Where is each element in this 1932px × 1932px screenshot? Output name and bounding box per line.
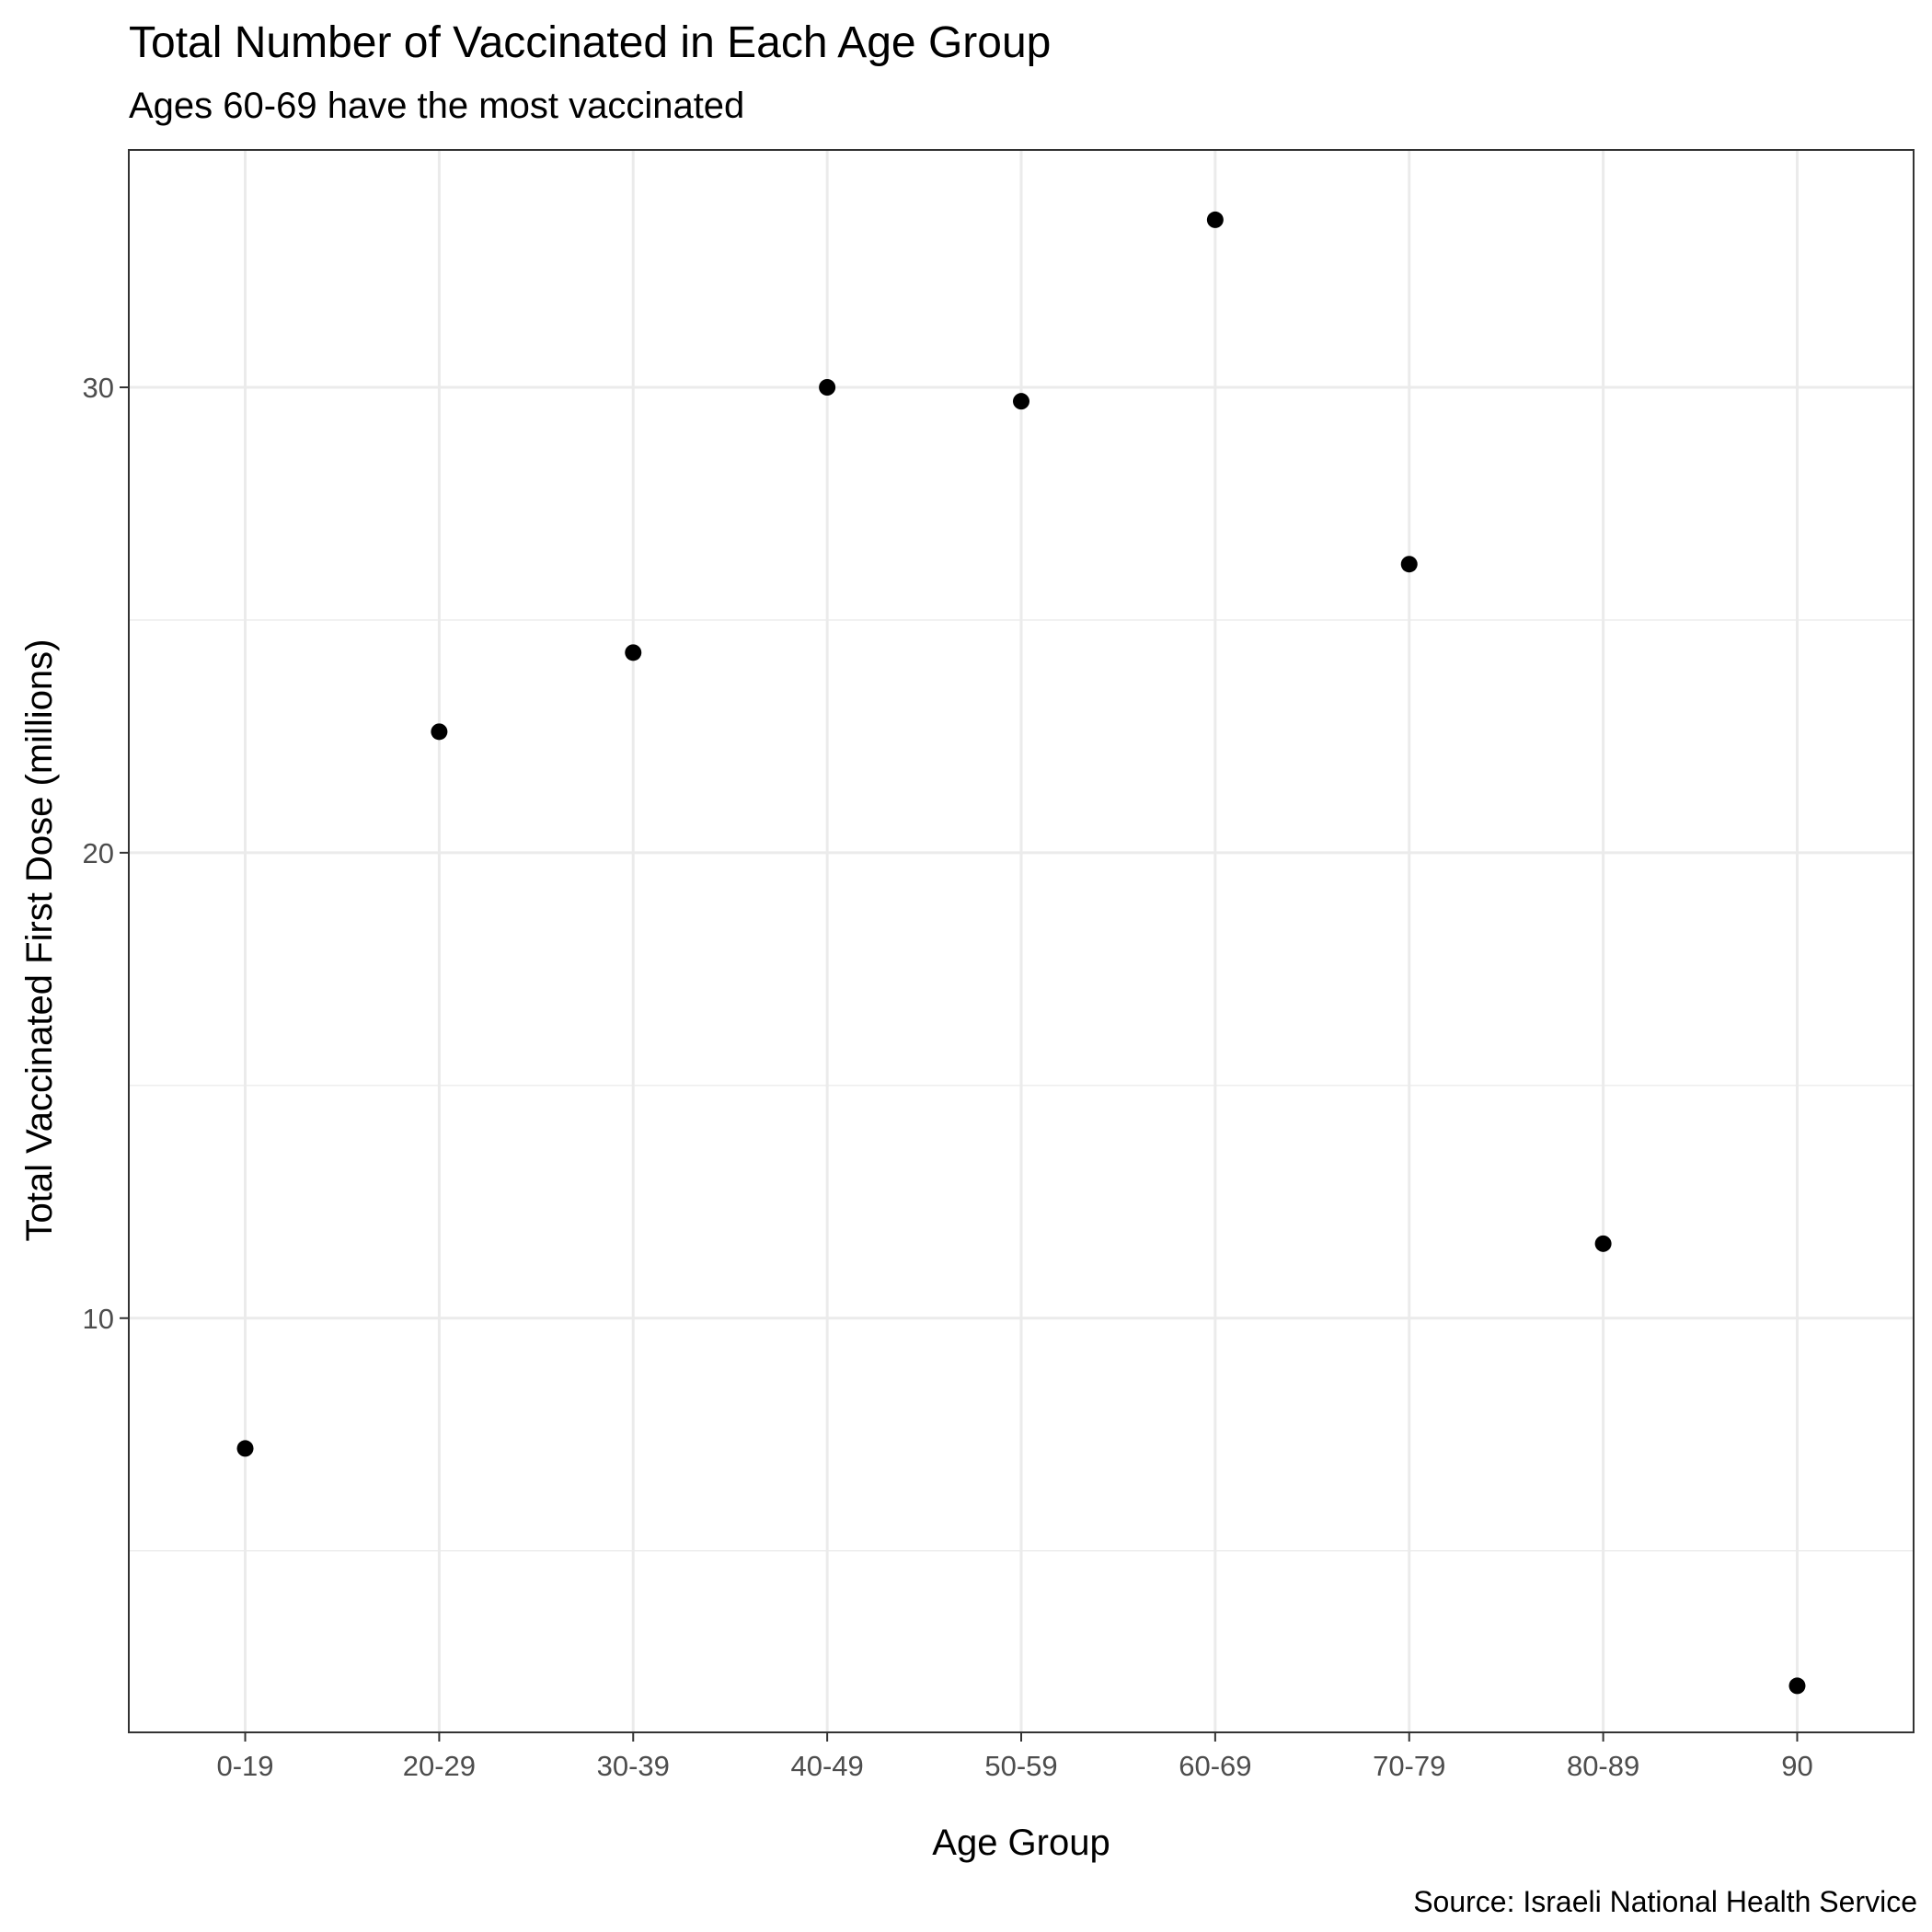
data-point bbox=[1013, 393, 1029, 410]
y-tick-label: 20 bbox=[83, 837, 114, 869]
y-axis-title: Total Vaccinated First Dose (millions) bbox=[19, 638, 60, 1241]
data-point bbox=[1206, 211, 1224, 228]
y-tick-label: 10 bbox=[83, 1303, 114, 1335]
data-point bbox=[236, 1440, 254, 1457]
data-point bbox=[1400, 556, 1418, 573]
y-tick-label: 30 bbox=[83, 372, 114, 404]
chart-subtitle: Ages 60-69 have the most vaccinated bbox=[129, 86, 744, 126]
data-point bbox=[431, 723, 448, 741]
x-tick-label: 0-19 bbox=[216, 1750, 273, 1782]
tick-labels: 10 20 30 0-19 20-29 30-39 40-49 50-59 60-69 70-79… bbox=[83, 372, 1813, 1782]
x-axis-title: Age Group bbox=[932, 1823, 1110, 1863]
data-point bbox=[819, 379, 836, 396]
x-tick-label: 20-29 bbox=[403, 1750, 476, 1782]
x-tick-label: 80-89 bbox=[1567, 1750, 1639, 1782]
x-tick-label: 40-49 bbox=[790, 1750, 863, 1782]
chart-caption: Source: Israeli National Health Service bbox=[1413, 1885, 1917, 1918]
x-tick-label: 60-69 bbox=[1179, 1750, 1251, 1782]
grid-lines bbox=[129, 150, 1914, 1732]
x-tick-label: 70-79 bbox=[1373, 1750, 1445, 1782]
x-tick-label: 50-59 bbox=[984, 1750, 1057, 1782]
data-points bbox=[236, 211, 1806, 1695]
data-point bbox=[1788, 1677, 1806, 1695]
x-tick-label: 90 bbox=[1781, 1750, 1812, 1782]
axis-ticks bbox=[120, 386, 1799, 1742]
data-point bbox=[1594, 1235, 1612, 1252]
chart-title: Total Number of Vaccinated in Each Age G… bbox=[129, 18, 1051, 67]
x-tick-label: 30-39 bbox=[597, 1750, 670, 1782]
data-point bbox=[625, 644, 642, 661]
